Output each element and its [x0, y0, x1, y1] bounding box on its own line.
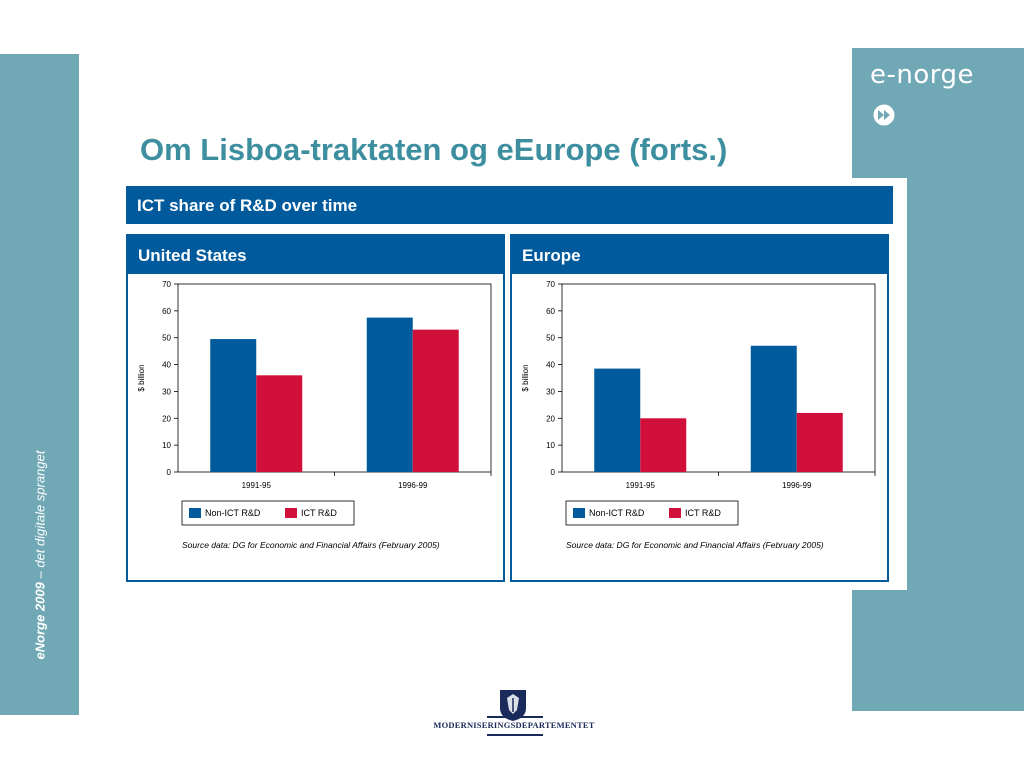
- y-tick-label: 50: [546, 334, 555, 343]
- y-axis-label: $ billion: [521, 364, 530, 391]
- source-note: Source data: DG for Economic and Financi…: [566, 540, 824, 550]
- legend-box: [181, 500, 355, 526]
- coat-of-arms-icon: [500, 690, 526, 721]
- x-tick-label: 1996-99: [398, 481, 428, 490]
- bar-non-ict-r-d-1996-99: [750, 345, 797, 472]
- source-note: Source data: DG for Economic and Financi…: [182, 540, 440, 550]
- legend-label: ICT R&D: [301, 508, 337, 518]
- y-tick-label: 60: [162, 307, 171, 316]
- fast-forward-icon[interactable]: [873, 104, 895, 126]
- y-tick-label: 30: [546, 387, 555, 396]
- bar-ict-r-d-1996-99: [796, 412, 843, 472]
- legend-label: Non-ICT R&D: [205, 508, 261, 518]
- ministry-rule-bottom: [487, 734, 543, 736]
- y-tick-label: 40: [162, 361, 171, 370]
- legend-label: ICT R&D: [685, 508, 721, 518]
- legend-swatch: [189, 508, 201, 518]
- bar-non-ict-r-d-1996-99: [366, 317, 413, 472]
- bar-non-ict-r-d-1991-95: [594, 368, 641, 472]
- e-norge-logo: e-norge: [870, 60, 990, 96]
- chart-europe: 0 10 20 30 40 50 60 70 $ billion 1991-95 1996-99 No…: [521, 280, 876, 550]
- y-tick-label: 50: [162, 334, 171, 343]
- sidebar-brand: eNorge 2009: [32, 582, 48, 660]
- left-sidebar: [0, 54, 79, 715]
- legend-swatch: [285, 508, 297, 518]
- sidebar-tagline: det digitale spranget: [32, 450, 48, 568]
- y-tick-label: 0: [551, 468, 556, 477]
- chart-panel-europe: Europe 0 10 20 30 40 50 60 70 $ billion 1991-95 19…: [510, 234, 889, 582]
- slide-title: Om Lisboa-traktaten og eEurope (forts.): [140, 132, 728, 167]
- logo-text: e-norge: [870, 60, 974, 90]
- chart-title-europe: Europe: [512, 236, 887, 274]
- y-tick-label: 30: [162, 387, 171, 396]
- legend-swatch: [669, 508, 681, 518]
- chart-title-us: United States: [128, 236, 503, 274]
- y-tick-label: 60: [546, 307, 555, 316]
- y-tick-label: 20: [546, 414, 555, 423]
- y-tick-label: 20: [162, 414, 171, 423]
- legend-swatch: [573, 508, 585, 518]
- x-tick-label: 1991-95: [242, 481, 272, 490]
- chart-us: 0 10 20 30 40 50 60 70 $ billion 1991-95 1996-99 No…: [137, 280, 492, 550]
- ministry-rule-top: [487, 716, 543, 718]
- x-tick-label: 1991-95: [626, 481, 656, 490]
- y-tick-label: 0: [167, 468, 172, 477]
- sidebar-caption: eNorge 2009 – det digitale spranget: [33, 451, 48, 660]
- bar-ict-r-d-1996-99: [412, 329, 459, 472]
- y-tick-label: 70: [162, 280, 171, 289]
- figure-header: ICT share of R&D over time: [126, 186, 893, 224]
- sidebar-separator: –: [32, 567, 48, 583]
- ministry-name: MODERNISERINGSDEPARTEMENTET: [433, 720, 595, 730]
- legend-label: Non-ICT R&D: [589, 508, 645, 518]
- chart-panel-us: United States 0 10 20 30 40 50 60 70 $ billion 19…: [126, 234, 505, 582]
- y-tick-label: 10: [162, 441, 171, 450]
- bar-ict-r-d-1991-95: [640, 418, 687, 472]
- legend-box: [565, 500, 739, 526]
- y-tick-label: 70: [546, 280, 555, 289]
- bar-non-ict-r-d-1991-95: [210, 339, 257, 472]
- y-tick-label: 40: [546, 361, 555, 370]
- x-tick-label: 1996-99: [782, 481, 812, 490]
- y-tick-label: 10: [546, 441, 555, 450]
- bar-ict-r-d-1991-95: [256, 375, 303, 472]
- y-axis-label: $ billion: [137, 364, 146, 391]
